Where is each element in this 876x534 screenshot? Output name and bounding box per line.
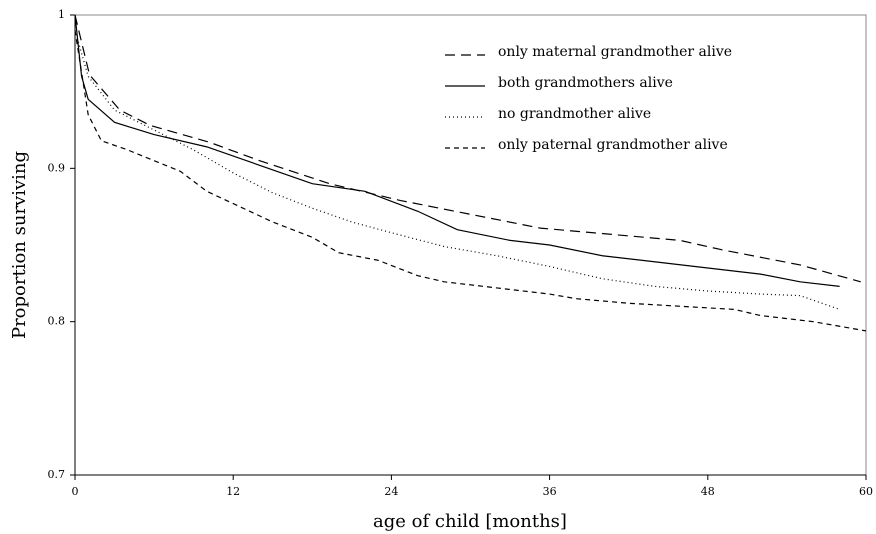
y-tick-label: 1 xyxy=(58,8,65,21)
x-tick-label: 36 xyxy=(543,485,557,498)
y-axis-label: Proportion surviving xyxy=(9,151,30,339)
legend-label: only paternal grandmother alive xyxy=(498,137,728,153)
plot-frame xyxy=(74,14,867,476)
x-tick-label: 0 xyxy=(72,485,79,498)
series-line xyxy=(74,14,861,283)
legend-label: no grandmother alive xyxy=(498,106,651,122)
legend-label: only maternal grandmother alive xyxy=(498,44,732,60)
x-tick-label: 24 xyxy=(384,485,398,498)
y-tick-label: 0.7 xyxy=(48,468,66,481)
series-line xyxy=(74,30,840,310)
x-tick-label: 12 xyxy=(226,485,240,498)
x-axis-label: age of child [months] xyxy=(373,511,567,532)
x-tick-label: 48 xyxy=(701,485,715,498)
legend-label: both grandmothers alive xyxy=(498,75,673,91)
y-tick-label: 0.8 xyxy=(48,315,66,328)
series-line xyxy=(74,14,840,287)
y-tick-label: 0.9 xyxy=(48,161,66,174)
x-tick-label: 60 xyxy=(859,485,873,498)
series-line xyxy=(74,30,867,332)
